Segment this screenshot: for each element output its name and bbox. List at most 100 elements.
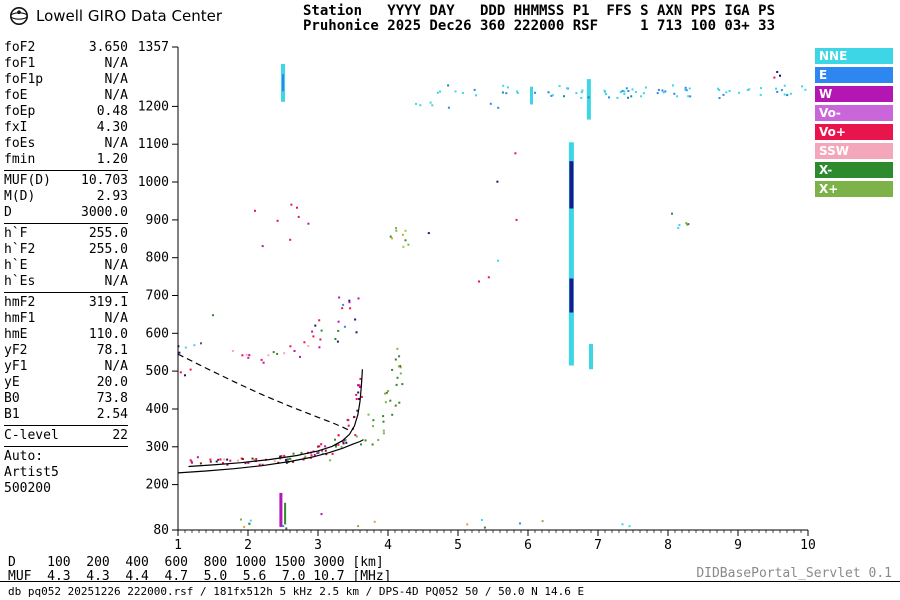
echo-point — [342, 442, 345, 445]
param-row-500200: 500200 — [4, 481, 128, 497]
echo-point — [404, 239, 407, 242]
echo-point — [547, 91, 550, 94]
param-row-b0: B0 73.8 — [4, 391, 128, 407]
giro-logo: Lowell GIRO Data Center — [8, 5, 222, 27]
echo-point — [399, 372, 402, 375]
echo-point — [249, 519, 252, 522]
echo-point — [243, 525, 246, 528]
param-value: 2.54 — [96, 407, 128, 422]
param-label: Artist5 — [4, 465, 59, 480]
param-label: h`E — [4, 258, 28, 273]
param-value: 1.20 — [96, 152, 128, 167]
x-tick-label: 2 — [244, 538, 252, 553]
echo-point — [289, 345, 292, 348]
echo-point — [746, 89, 749, 91]
x-tick-label: 9 — [734, 538, 742, 553]
echo-point — [245, 353, 248, 356]
echo-point — [391, 237, 393, 240]
param-label: hmF2 — [4, 295, 36, 310]
y-tick-label: 80 — [153, 523, 169, 538]
y-tick-label: 300 — [146, 440, 169, 455]
echo-point — [534, 91, 536, 94]
echo-point — [402, 245, 405, 248]
echo-legend: NNE E W Vo- Vo+ SSW X- X+ — [815, 48, 893, 200]
param-label: yE — [4, 375, 20, 390]
echo-point — [338, 296, 341, 299]
param-group: C-level 22 — [4, 426, 128, 447]
footer-divider — [0, 581, 900, 582]
echo-point — [217, 458, 220, 461]
param-value: 3000.0 — [81, 205, 128, 220]
echo-point — [783, 93, 786, 96]
param-row-hmf1: hmF1 N/A — [4, 311, 128, 327]
echo-point — [342, 303, 345, 306]
echo-point — [344, 438, 347, 441]
echo-point — [319, 338, 322, 341]
echo-point — [193, 344, 196, 347]
echo-point — [506, 86, 509, 89]
echo-point — [621, 523, 624, 526]
x-tick-label: 3 — [314, 538, 322, 553]
echo-point — [616, 96, 619, 99]
echo-point — [280, 455, 283, 458]
y-tick-label: 1200 — [138, 99, 169, 114]
legend-item-x: X+ — [815, 181, 893, 197]
param-label: Auto: — [4, 449, 44, 464]
echo-point — [222, 462, 224, 465]
echo-point — [687, 95, 690, 98]
echo-point — [336, 340, 339, 343]
echo-point — [398, 401, 401, 404]
echo-point — [343, 325, 346, 328]
echo-point — [311, 330, 314, 333]
echo-point — [262, 361, 265, 364]
echo-point — [288, 457, 291, 460]
param-value: 3.650 — [88, 40, 128, 55]
echo-point — [382, 415, 385, 418]
echo-point — [623, 90, 626, 93]
param-label: fmin — [4, 152, 36, 167]
interference-stripe — [530, 86, 533, 105]
legend-item-vo: Vo+ — [815, 124, 893, 140]
echo-point — [229, 459, 232, 462]
echo-point — [783, 84, 786, 87]
echo-point — [184, 346, 187, 349]
echo-point — [396, 376, 399, 379]
echo-point — [342, 441, 345, 444]
legend-item-ssw: SSW — [815, 143, 893, 159]
echo-point — [389, 235, 392, 238]
echo-point — [355, 398, 358, 400]
station-header-line1: Station YYYY DAY DDD HHMMSS P1 FFS S AXN… — [303, 3, 776, 19]
echo-point — [367, 413, 370, 416]
param-row-fof1: foF1 N/A — [4, 56, 128, 72]
echo-point — [640, 95, 643, 98]
echo-point — [357, 384, 360, 387]
interference-stripe — [586, 79, 591, 120]
echo-point — [489, 102, 492, 105]
x-tick-label: 4 — [384, 538, 392, 553]
echo-point — [348, 299, 351, 302]
echo-point — [357, 525, 360, 528]
interference-stripe — [284, 502, 287, 525]
echo-point — [689, 95, 692, 98]
echo-point — [461, 91, 464, 94]
legend-item-x: X- — [815, 162, 893, 178]
echo-point — [566, 87, 568, 90]
legend-item-vo: Vo- — [815, 105, 893, 121]
param-row-fof1p: foF1p N/A — [4, 72, 128, 88]
echo-point — [223, 458, 226, 461]
y-tick-label: 1000 — [138, 175, 169, 190]
param-row-fxi: fxI 4.30 — [4, 120, 128, 136]
echo-point — [347, 419, 350, 422]
echo-point — [355, 393, 358, 396]
echo-point — [497, 106, 500, 109]
echo-point — [382, 420, 385, 423]
echo-point — [397, 365, 400, 368]
param-group: foF2 3.650 foF1 N/A foF1p N/A foE N/A foEp 0.48 fx… — [4, 38, 128, 171]
echo-point — [439, 90, 441, 93]
echo-point — [292, 460, 294, 463]
echo-point — [254, 209, 256, 212]
interference-stripe — [282, 74, 284, 92]
echo-point — [483, 526, 486, 529]
echo-point — [200, 342, 202, 345]
echo-point — [296, 206, 298, 209]
